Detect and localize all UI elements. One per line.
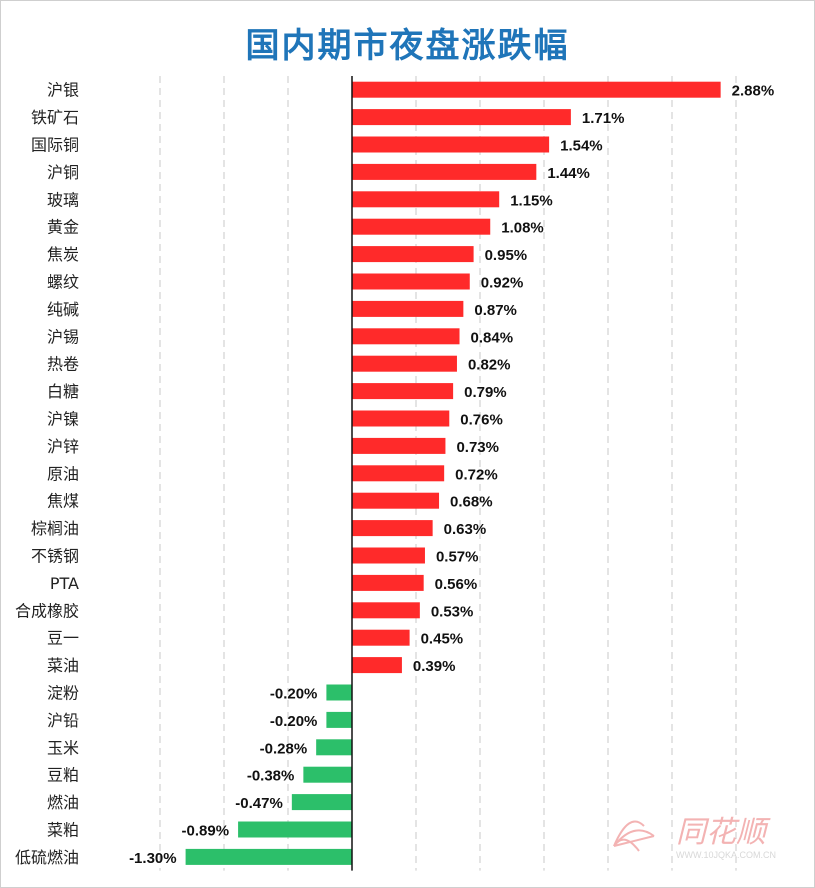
value-label: 0.84% [471, 329, 514, 346]
watermark-text: 同花顺 [676, 815, 771, 850]
category-label: 国际铜 [31, 136, 79, 155]
category-label: 焦煤 [47, 492, 79, 511]
watermark-url: WWW.10JQKA.COM.CN [676, 850, 776, 860]
bar [352, 492, 440, 509]
value-label: 0.68% [450, 494, 493, 511]
category-label: 沪银 [47, 81, 79, 100]
bar [352, 410, 450, 427]
category-label: 沪镍 [47, 410, 79, 429]
category-label: 纯碱 [47, 300, 79, 319]
value-label: -0.38% [247, 768, 295, 785]
category-label: 玻璃 [47, 190, 79, 209]
bar [352, 109, 571, 126]
bar [352, 437, 446, 454]
bar [352, 191, 500, 208]
value-label: 0.53% [431, 603, 474, 620]
bar [352, 629, 410, 646]
bar [352, 300, 464, 317]
bar [352, 657, 402, 674]
category-label: 豆一 [47, 629, 79, 648]
category-label: 淀粉 [47, 684, 79, 703]
value-label: 0.72% [455, 466, 498, 483]
category-label: 玉米 [47, 738, 79, 757]
bar [352, 547, 425, 564]
value-label: 0.56% [435, 576, 478, 593]
value-label: 2.88% [732, 83, 775, 100]
category-label: 沪铜 [47, 163, 79, 182]
category-labels: 沪银铁矿石国际铜沪铜玻璃黄金焦炭螺纹纯碱沪锡热卷白糖沪镍沪锌原油焦煤棕榈油不锈钢… [15, 81, 79, 867]
bar [291, 794, 352, 811]
value-label: -0.20% [270, 686, 318, 703]
bar [185, 848, 352, 865]
category-label: 原油 [47, 464, 79, 483]
bar [352, 520, 433, 537]
category-label: 沪锌 [47, 437, 79, 456]
bar [352, 273, 470, 290]
category-label: PTA [50, 574, 79, 593]
category-label: 螺纹 [47, 273, 79, 292]
value-label: 0.76% [460, 412, 503, 429]
grid-lines [159, 76, 737, 871]
value-label: 0.63% [444, 521, 487, 538]
value-label: 0.57% [436, 549, 479, 566]
category-label: 豆粕 [47, 766, 79, 785]
value-label: 1.54% [560, 138, 603, 155]
value-label: 0.73% [456, 439, 499, 456]
value-label: 0.39% [413, 658, 456, 675]
value-label: 0.82% [468, 357, 511, 374]
value-label: -0.89% [182, 823, 230, 840]
bar [316, 739, 352, 756]
category-label: 菜粕 [47, 821, 79, 840]
value-label: 1.71% [582, 110, 625, 127]
bar [352, 163, 537, 180]
bar [352, 81, 721, 98]
value-label: -0.28% [260, 740, 308, 757]
value-label: 0.45% [421, 631, 464, 648]
value-label: 1.08% [501, 220, 544, 237]
category-label: 棕榈油 [31, 519, 79, 538]
watermark-logo: 同花顺 WWW.10JQKA.COM.CN [604, 806, 794, 866]
bars [185, 81, 721, 865]
category-label: 沪锡 [47, 327, 79, 346]
category-label: 沪铅 [47, 711, 79, 730]
value-label: 1.15% [510, 192, 553, 209]
value-label: -0.20% [270, 713, 318, 730]
value-label: 0.92% [481, 275, 524, 292]
bar [352, 328, 460, 345]
value-labels: 2.88% 1.71% 1.54% 1.44% 1.15% 1.08% 0.95% 0.92%… [129, 83, 774, 867]
bar [326, 684, 352, 701]
bar [303, 766, 352, 783]
value-label: -0.47% [235, 795, 283, 812]
value-label: 0.87% [474, 302, 517, 319]
value-label: 0.79% [464, 384, 507, 401]
category-label: 燃油 [47, 793, 79, 812]
value-label: 0.95% [485, 247, 528, 264]
category-label: 合成橡胶 [15, 601, 79, 620]
bar [352, 383, 454, 400]
flower-logo-icon: 同花顺 WWW.10JQKA.COM.CN [613, 815, 776, 860]
category-label: 菜油 [47, 656, 79, 675]
bar [352, 136, 550, 153]
category-label: 黄金 [47, 218, 79, 237]
bar [352, 355, 457, 372]
category-label: 焦炭 [47, 245, 79, 264]
value-label: 1.44% [547, 165, 590, 182]
bar [238, 821, 352, 838]
bar [352, 246, 474, 263]
bar [352, 574, 424, 591]
bar [352, 218, 491, 235]
bar [326, 711, 352, 728]
bar [352, 465, 445, 482]
category-label: 热卷 [47, 355, 79, 374]
bar [352, 602, 420, 619]
category-label: 白糖 [47, 382, 79, 401]
chart-title: 国内期市夜盘涨跌幅 [245, 26, 570, 66]
category-label: 低硫燃油 [15, 848, 79, 867]
value-label: -1.30% [129, 850, 177, 867]
category-label: 铁矿石 [31, 108, 79, 127]
category-label: 不锈钢 [31, 547, 79, 566]
